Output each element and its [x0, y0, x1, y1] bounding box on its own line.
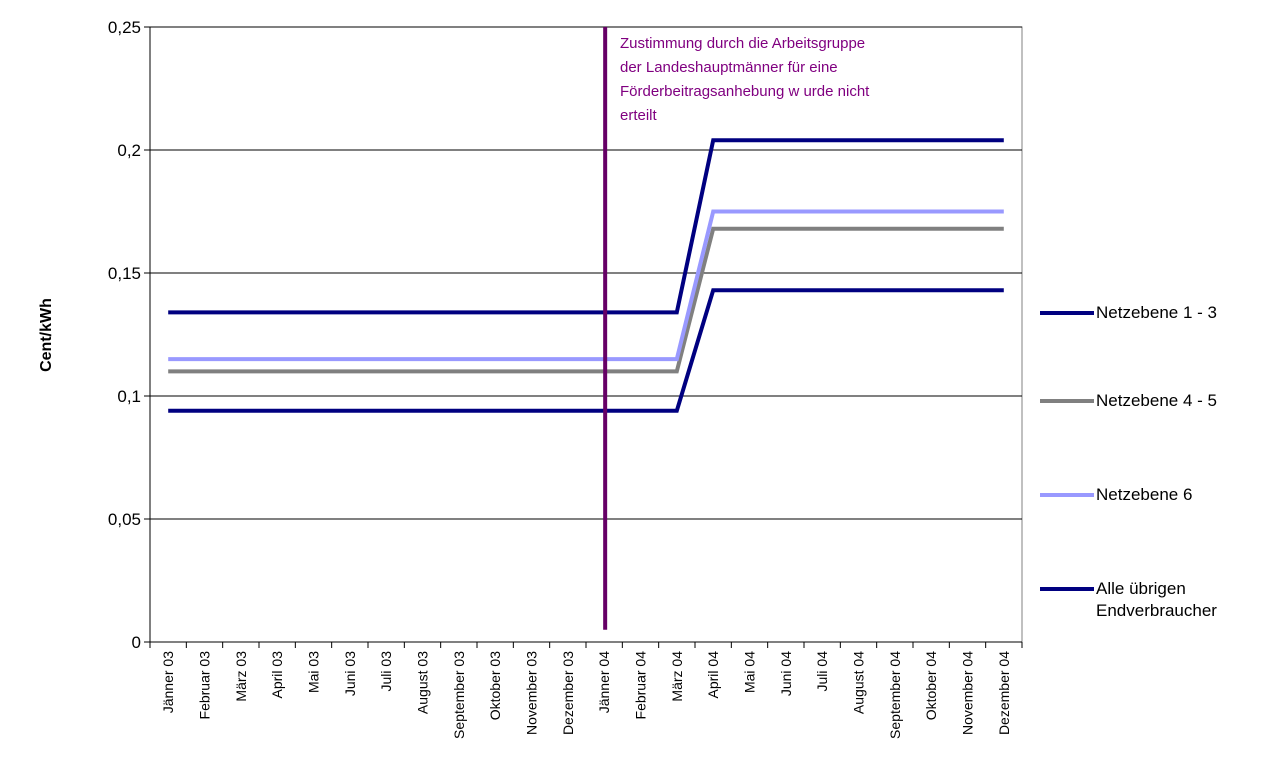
x-tick-label: September 03 — [451, 651, 467, 739]
x-tick-label: Juni 04 — [778, 651, 794, 696]
x-tick-label: Mai 03 — [306, 651, 322, 693]
x-tick-label: Dezember 03 — [560, 651, 576, 735]
legend-swatch-alle-uebrigen — [1040, 587, 1094, 591]
x-tick-label: Oktober 03 — [487, 651, 503, 720]
legend-item-alle-uebrigen: Alle übrigen Endverbraucher — [1040, 578, 1256, 622]
legend-item-netzebene-6: Netzebene 6 — [1040, 484, 1256, 506]
legend-label-netzebene-6: Netzebene 6 — [1096, 485, 1193, 504]
annotation-line: erteilt — [620, 107, 658, 124]
y-axis-title: Cent/kWh — [38, 298, 55, 372]
x-tick-label: März 04 — [669, 651, 685, 702]
x-tick-label: Februar 04 — [633, 651, 649, 720]
x-tick-label: Jänner 04 — [596, 651, 612, 713]
x-tick-label: Mai 04 — [742, 651, 758, 693]
y-tick-label: 0 — [132, 633, 141, 652]
series-line-1 — [168, 226, 1004, 374]
legend-item-netzebene-1-3: Netzebene 1 - 3 — [1040, 302, 1256, 324]
legend-label-netzebene-1-3: Netzebene 1 - 3 — [1096, 303, 1217, 322]
series-line-2 — [168, 209, 1004, 362]
x-tick-label: Juli 03 — [378, 651, 394, 692]
y-tick-label: 0,2 — [117, 141, 141, 160]
legend-swatch-netzebene-1-3 — [1040, 311, 1094, 315]
legend-label-alle-uebrigen: Alle übrigen Endverbraucher — [1096, 579, 1217, 620]
legend-swatch-netzebene-6 — [1040, 493, 1094, 497]
x-tick-label: Dezember 04 — [996, 651, 1012, 735]
legend-item-netzebene-4-5: Netzebene 4 - 5 — [1040, 390, 1256, 412]
x-tick-label: März 03 — [233, 651, 249, 702]
x-tick-label: Juni 03 — [342, 651, 358, 696]
x-tick-label: Oktober 04 — [923, 651, 939, 720]
x-tick-label: September 04 — [887, 651, 903, 739]
x-tick-label: August 03 — [415, 651, 431, 714]
plot-area — [149, 26, 1023, 643]
annotation-line: Förderbeitragsanhebung w urde nicht — [620, 83, 870, 100]
y-tick-label: 0,25 — [108, 18, 141, 37]
y-tick-label: 0,1 — [117, 387, 141, 406]
x-tick-label: August 04 — [851, 651, 867, 714]
x-tick-label: April 04 — [705, 651, 721, 699]
y-tick-label: 0,15 — [108, 264, 141, 283]
x-tick-label: April 03 — [269, 651, 285, 699]
x-tick-label: November 03 — [524, 651, 540, 735]
legend-label-netzebene-4-5: Netzebene 4 - 5 — [1096, 391, 1217, 410]
series-line-0 — [168, 138, 1004, 315]
annotation-line: Zustimmung durch die Arbeitsgruppe — [620, 35, 865, 52]
x-tick-label: Jänner 03 — [160, 651, 176, 713]
legend-swatch-netzebene-4-5 — [1040, 399, 1094, 403]
x-tick-label: Juli 04 — [814, 651, 830, 692]
annotation-line: der Landeshauptmänner für eine — [620, 59, 838, 76]
x-tick-label: Februar 03 — [197, 651, 213, 720]
y-tick-label: 0,05 — [108, 510, 141, 529]
series-line-3 — [168, 288, 1004, 413]
x-tick-label: November 04 — [960, 651, 976, 735]
